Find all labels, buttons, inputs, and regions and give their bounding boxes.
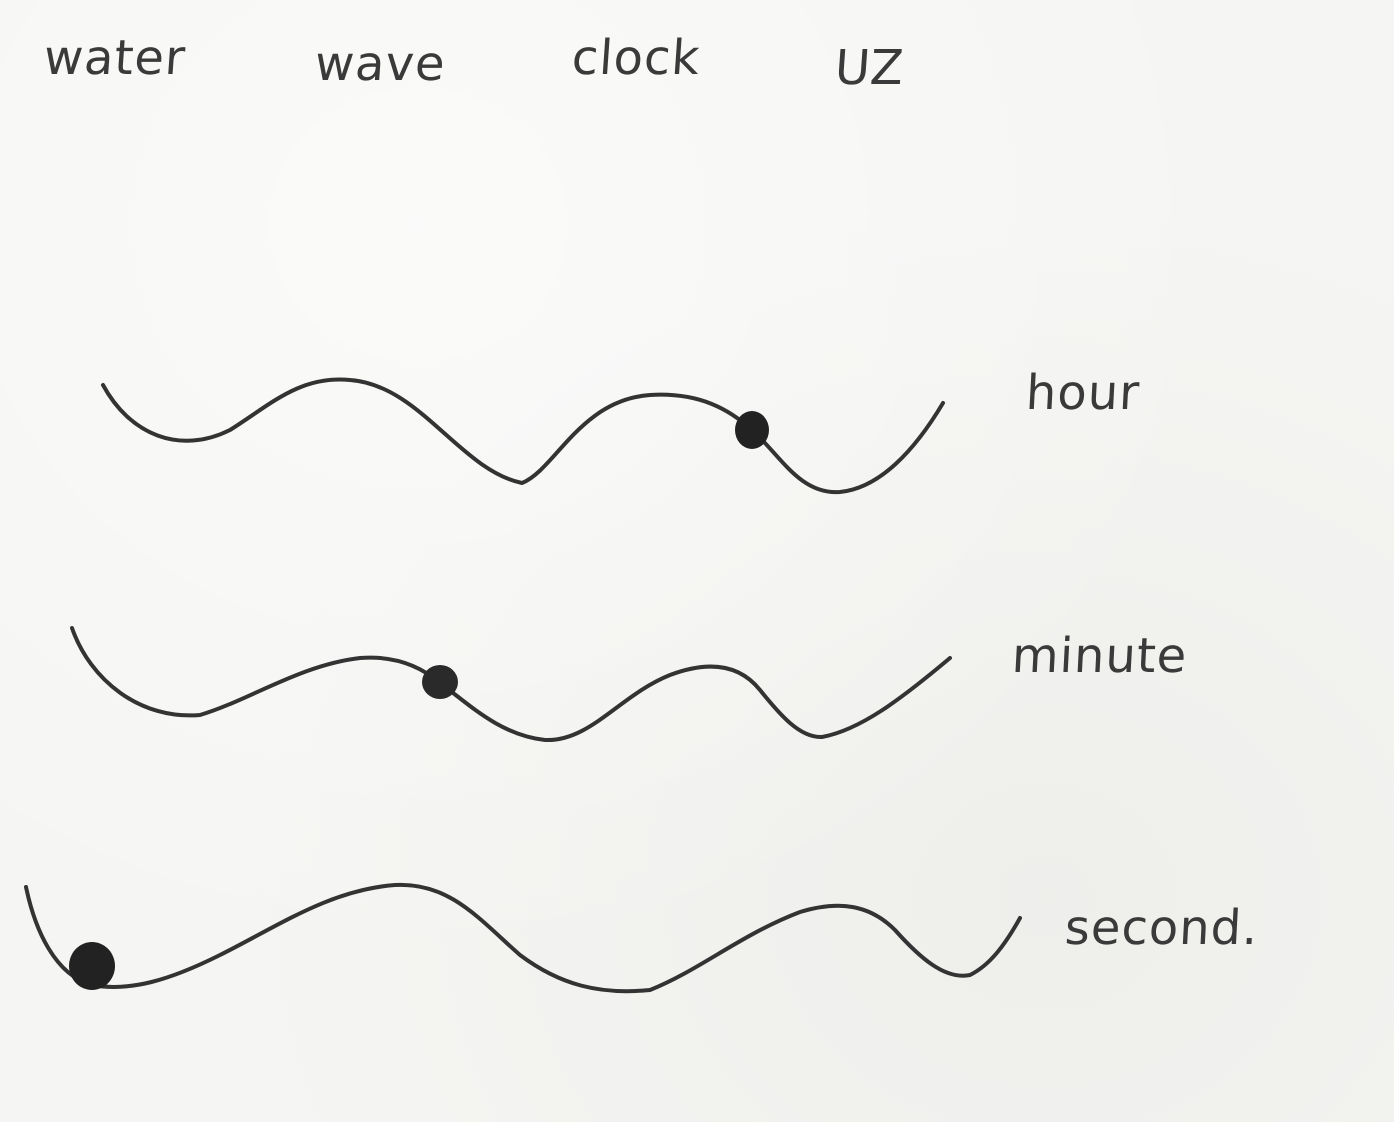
hour-label: hour: [1024, 365, 1142, 421]
hour-wave-line: [101, 377, 945, 495]
minute-label: minute: [1010, 628, 1189, 684]
second-marker-dot: [69, 942, 115, 990]
minute-wave-line: [70, 626, 952, 743]
second-wave-line: [24, 882, 1022, 994]
hour-marker-dot: [735, 411, 769, 449]
minute-marker-dot: [422, 665, 458, 699]
second-label: second.: [1063, 900, 1260, 956]
